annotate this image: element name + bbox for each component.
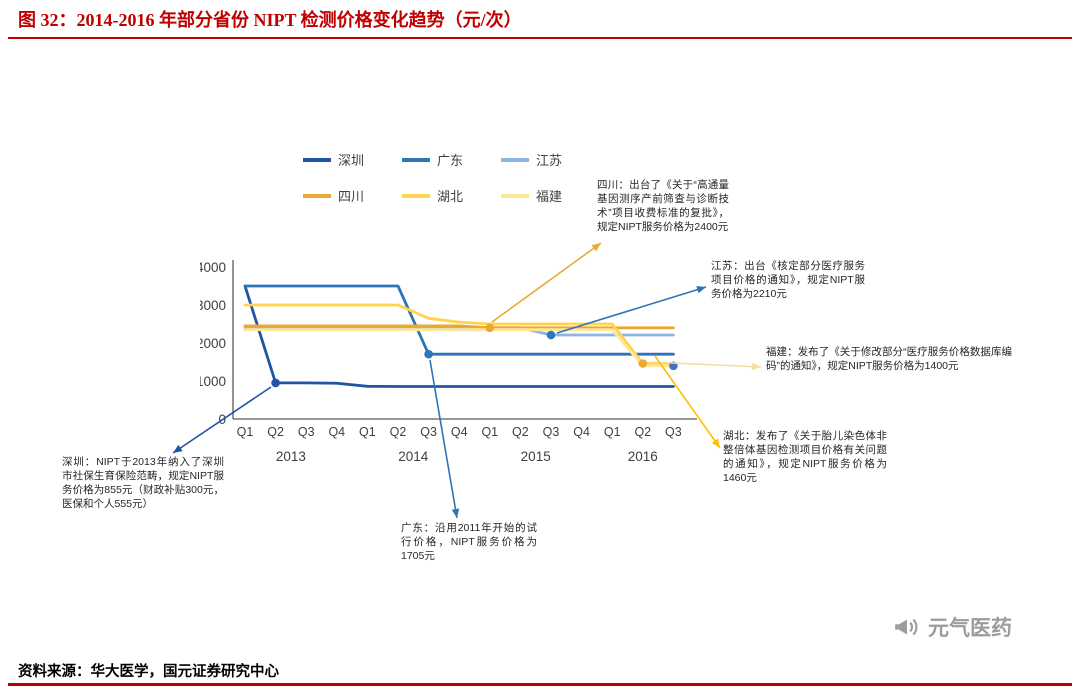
legend-label-shenzhen: 深圳: [338, 153, 365, 168]
legend-item-guangdong: 广东: [402, 150, 463, 169]
annotation-sichuan: 四川：出台了《关于“高通量基因测序产前筛查与诊断技术”项目收费标准的复批》，规定…: [597, 179, 729, 233]
nipt-price-line-chart: 0 1000 2000 3000 4000 Q1 Q2 Q3 Q4 Q1 Q2 Q3 Q4 Q1 Q2 Q3 Q…: [200, 260, 697, 464]
legend-label-guangdong: 广东: [437, 153, 464, 168]
annotation-shenzhen: 深圳：NIPT于2013年纳入了深圳市社保生育保险范畴，规定NIPT服务价格为8…: [62, 456, 224, 510]
svg-text:3000: 3000: [200, 298, 226, 313]
bottom-rule: [8, 683, 1072, 686]
chart-legend: 深圳 广东 江苏 四川 湖北 福建: [303, 150, 562, 222]
legend-swatch-hubei: [402, 193, 431, 198]
megaphone-icon: [895, 618, 918, 636]
svg-text:Q3: Q3: [420, 425, 437, 439]
annotation-guangdong: 广东：沿用2011年开始的试行价格，NIPT服务价格为1705元: [401, 522, 537, 562]
svg-text:1000: 1000: [200, 374, 226, 389]
watermark-logo: 元气医药: [893, 612, 1012, 642]
svg-text:Q4: Q4: [451, 425, 468, 439]
title-rule: [8, 37, 1072, 39]
svg-text:Q4: Q4: [328, 425, 345, 439]
svg-text:Q3: Q3: [665, 425, 682, 439]
svg-text:Q2: Q2: [267, 425, 284, 439]
legend-label-hubei: 湖北: [437, 189, 464, 204]
svg-text:4000: 4000: [200, 260, 226, 275]
svg-text:2014: 2014: [398, 449, 429, 464]
source-line: 资料来源：华大医学，国元证券研究中心: [18, 664, 279, 680]
svg-text:2015: 2015: [521, 449, 551, 464]
watermark-text: 元气医药: [928, 617, 1012, 640]
legend-item-hubei: 湖北: [402, 186, 463, 205]
legend-row-1: 深圳 广东 江苏: [303, 150, 562, 169]
legend-label-jiangsu: 江苏: [536, 153, 563, 168]
legend-item-shenzhen: 深圳: [303, 150, 364, 169]
annotation-hubei: 湖北：发布了《关于胎儿染色体非整倍体基因检测项目价格有关问题的通知》，规定NIP…: [723, 430, 887, 484]
legend-swatch-sichuan: [303, 193, 331, 198]
annotation-fujian: 福建：发布了《关于修改部分“医疗服务价格数据库编码”的通知》，规定NIPT服务价…: [766, 346, 1012, 372]
svg-text:Q2: Q2: [512, 425, 529, 439]
svg-text:Q3: Q3: [298, 425, 315, 439]
svg-text:Q2: Q2: [390, 425, 407, 439]
legend-item-sichuan: 四川: [303, 186, 364, 205]
svg-text:2013: 2013: [276, 449, 306, 464]
svg-text:Q1: Q1: [604, 425, 621, 439]
legend-swatch-shenzhen: [303, 157, 331, 162]
svg-text:Q4: Q4: [573, 425, 590, 439]
svg-text:Q2: Q2: [634, 425, 651, 439]
svg-text:Q1: Q1: [359, 425, 376, 439]
legend-item-jiangsu: 江苏: [501, 150, 562, 169]
svg-text:Q1: Q1: [237, 425, 254, 439]
legend-swatch-jiangsu: [501, 157, 530, 162]
legend-label-fujian: 福建: [536, 189, 563, 204]
legend-row-2: 四川 湖北 福建: [303, 186, 562, 205]
svg-text:2016: 2016: [628, 449, 658, 464]
svg-text:2000: 2000: [200, 336, 226, 351]
annotation-jiangsu: 江苏：出台《核定部分医疗服务项目价格的通知》，规定NIPT服务价格为2210元: [711, 260, 865, 300]
figure-title: 图 32：2014-2016 年部分省份 NIPT 检测价格变化趋势（元/次）: [18, 10, 522, 30]
svg-text:Q1: Q1: [481, 425, 498, 439]
legend-label-sichuan: 四川: [338, 189, 365, 204]
legend-swatch-fujian: [501, 193, 530, 198]
legend-item-fujian: 福建: [501, 186, 562, 205]
svg-text:Q3: Q3: [543, 425, 560, 439]
legend-swatch-guangdong: [402, 157, 431, 162]
svg-text:0: 0: [218, 412, 226, 427]
